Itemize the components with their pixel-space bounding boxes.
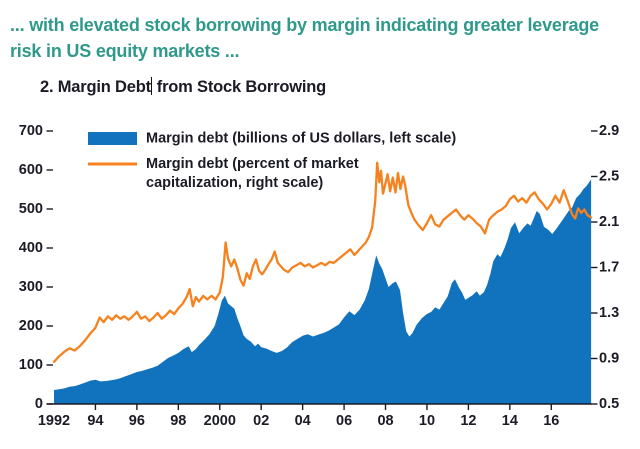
svg-text:0.9: 0.9 (599, 351, 619, 367)
x-axis: 1992 94 96 98 2000 02 04 06 08 10 12 14 16 (38, 404, 559, 429)
svg-text:04: 04 (295, 413, 311, 429)
legend-label-area: Margin debt (billions of US dollars, lef… (146, 131, 456, 147)
svg-text:200: 200 (19, 318, 43, 334)
legend-label-line-2: capitalization, right scale) (146, 175, 323, 191)
svg-text:700: 700 (19, 123, 43, 139)
chart-title-after-cursor: from Stock Borrowing (152, 78, 327, 96)
svg-text:300: 300 (19, 279, 43, 295)
svg-text:100: 100 (19, 357, 43, 373)
svg-text:02: 02 (253, 413, 269, 429)
svg-text:1992: 1992 (38, 413, 70, 429)
text-cursor (150, 77, 153, 95)
svg-text:10: 10 (419, 413, 435, 429)
svg-text:2.9: 2.9 (599, 123, 619, 139)
svg-text:06: 06 (336, 413, 352, 429)
orange-line-series (52, 161, 593, 364)
svg-text:08: 08 (377, 413, 393, 429)
svg-text:2.5: 2.5 (599, 169, 619, 185)
svg-text:98: 98 (170, 413, 186, 429)
svg-text:12: 12 (460, 413, 476, 429)
legend-label-line-1: Margin debt (percent of market (146, 156, 359, 172)
svg-text:2.1: 2.1 (599, 214, 619, 230)
legend-swatch-area (88, 132, 137, 145)
chart-title: 2. Margin Debt from Stock Borrowing (40, 77, 326, 97)
svg-text:0.5: 0.5 (599, 396, 619, 412)
blue-area-series (54, 179, 592, 404)
svg-text:500: 500 (19, 201, 43, 217)
svg-text:96: 96 (129, 413, 145, 429)
svg-text:600: 600 (19, 162, 43, 178)
svg-text:1.3: 1.3 (599, 305, 619, 321)
svg-text:14: 14 (502, 413, 518, 429)
svg-text:94: 94 (87, 413, 103, 429)
legend: Margin debt (billions of US dollars, lef… (88, 131, 456, 191)
svg-text:400: 400 (19, 240, 43, 256)
svg-text:2000: 2000 (204, 413, 236, 429)
page-heading: ... with elevated stock borrowing by mar… (10, 15, 599, 61)
svg-text:0: 0 (35, 396, 43, 412)
right-axis: 0.5 0.9 1.3 1.7 2.1 2.5 2.9 (591, 123, 619, 412)
svg-text:1.7: 1.7 (599, 260, 619, 276)
chart-title-before-cursor: 2. Margin Debt (40, 78, 151, 96)
left-axis: 0 100 200 300 400 500 600 700 (19, 123, 53, 412)
svg-text:16: 16 (543, 413, 559, 429)
